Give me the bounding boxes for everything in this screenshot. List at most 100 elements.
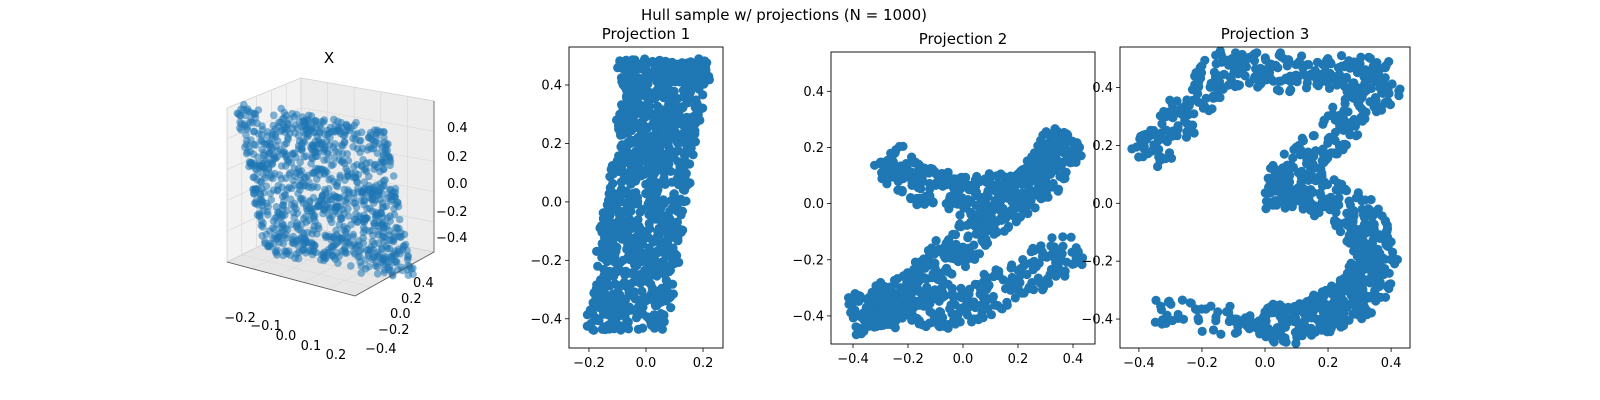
scatter3d-point — [256, 211, 265, 220]
y-tick-label: −0.4 — [1081, 313, 1113, 328]
scatter-point — [1369, 219, 1379, 230]
scatter-point — [1333, 178, 1343, 188]
scatter-point — [638, 64, 648, 74]
scatter-point — [965, 284, 975, 294]
scatter-point — [1315, 69, 1325, 80]
scatter3d-point — [293, 221, 301, 229]
scatter-point — [653, 203, 663, 213]
scatter-point — [1022, 269, 1032, 280]
scatter3d-point — [347, 262, 355, 270]
scatter3d-point — [366, 204, 374, 213]
scatter-point — [1311, 176, 1321, 186]
scatter3d-point — [336, 171, 345, 180]
scatter-point — [1187, 120, 1198, 130]
x-tick-label: −0.2 — [1186, 356, 1218, 371]
scatter-point — [1044, 278, 1054, 288]
scatter3d-point — [295, 117, 304, 126]
scatter-point — [1225, 301, 1235, 311]
scatter-point — [879, 302, 889, 312]
scatter-point — [1006, 263, 1016, 273]
scatter-point — [906, 194, 916, 204]
scatter-point — [1298, 204, 1308, 214]
scatter-point — [1279, 177, 1289, 187]
scatter-point — [1216, 329, 1226, 339]
scatter-point — [927, 273, 937, 283]
scatter-point — [1255, 328, 1265, 338]
scatter-point — [1028, 261, 1039, 271]
scatter-point — [597, 324, 607, 334]
scatter-point — [1330, 135, 1340, 146]
figure-title: Hull sample w/ projections (N = 1000) — [641, 6, 927, 24]
scatter3d-point — [302, 152, 310, 160]
scatter-point — [681, 168, 691, 178]
scatter3d-point — [343, 150, 352, 158]
scatter-point — [1338, 121, 1348, 131]
scatter-point — [1288, 312, 1298, 322]
scatter3d-point — [317, 118, 326, 126]
scatter-point — [910, 257, 921, 267]
scatter3d-point — [313, 202, 322, 211]
scatter-point — [614, 159, 624, 170]
scatter-point — [663, 235, 673, 246]
scatter-point — [1269, 183, 1279, 193]
scatter-point — [1374, 255, 1384, 265]
scatter3d-point — [371, 138, 380, 146]
x-tick-label: −0.1 — [250, 319, 282, 334]
scatter3d-point — [310, 214, 318, 222]
scatter-point — [924, 318, 934, 328]
scatter-point — [1366, 242, 1376, 252]
scatter3d-point — [278, 115, 287, 123]
scatter-point — [639, 293, 650, 303]
scatter-point — [1063, 134, 1073, 144]
scatter-point — [929, 289, 939, 299]
scatter-point — [988, 291, 999, 302]
y-tick-label: 0.4 — [413, 276, 434, 291]
z-tick-label: −0.2 — [436, 205, 468, 220]
scatter-point — [1353, 89, 1363, 99]
scatter-point — [1376, 105, 1387, 115]
scatter-point — [690, 137, 701, 147]
scatter3d-point — [318, 165, 327, 174]
scatter3d-point — [386, 212, 395, 220]
scatter-point — [656, 112, 667, 122]
scatter3d-point — [376, 128, 385, 136]
scatter-point — [1266, 198, 1276, 208]
scatter3d-point — [313, 183, 322, 191]
scatter-point — [1073, 247, 1083, 257]
scatter-point — [1315, 188, 1325, 198]
x-tick-label: −0.2 — [892, 352, 924, 367]
scatter-point — [1279, 169, 1289, 179]
scatter-point — [657, 283, 667, 293]
x-tick-label: 0.2 — [1318, 356, 1339, 371]
scatter-point — [1320, 287, 1330, 297]
scatter3d-point — [386, 161, 394, 170]
scatter-point — [1332, 80, 1342, 90]
scatter-point — [983, 304, 993, 314]
y-tick-label: −0.2 — [792, 253, 824, 268]
scatter-point — [614, 215, 624, 225]
scatter-point — [660, 260, 670, 270]
scatter-point — [871, 309, 881, 319]
scatter-point — [1034, 152, 1044, 162]
scatter-point — [974, 228, 984, 238]
scatter-point — [1291, 59, 1301, 70]
scatter-point — [960, 172, 970, 182]
scatter3d-point — [239, 105, 248, 114]
scatter-point — [1048, 128, 1059, 138]
grid-line — [300, 107, 435, 132]
y-tick-label: 0.4 — [1092, 81, 1113, 96]
scatter3d-point — [296, 170, 305, 179]
scatter3d-point — [251, 141, 260, 149]
scatter-point — [596, 290, 606, 300]
scatter3d-point — [248, 119, 257, 127]
scatter-point — [1218, 55, 1229, 65]
x-tick-label: 0.0 — [953, 352, 974, 367]
scatter-point — [1382, 220, 1392, 230]
scatter-point — [1232, 327, 1243, 337]
scatter-point — [1016, 211, 1026, 221]
scatter-point — [931, 180, 941, 190]
scatter-point — [611, 313, 621, 323]
scatter-point — [1018, 255, 1028, 265]
scatter3d-point — [370, 219, 379, 227]
scatter-point — [1156, 301, 1166, 311]
